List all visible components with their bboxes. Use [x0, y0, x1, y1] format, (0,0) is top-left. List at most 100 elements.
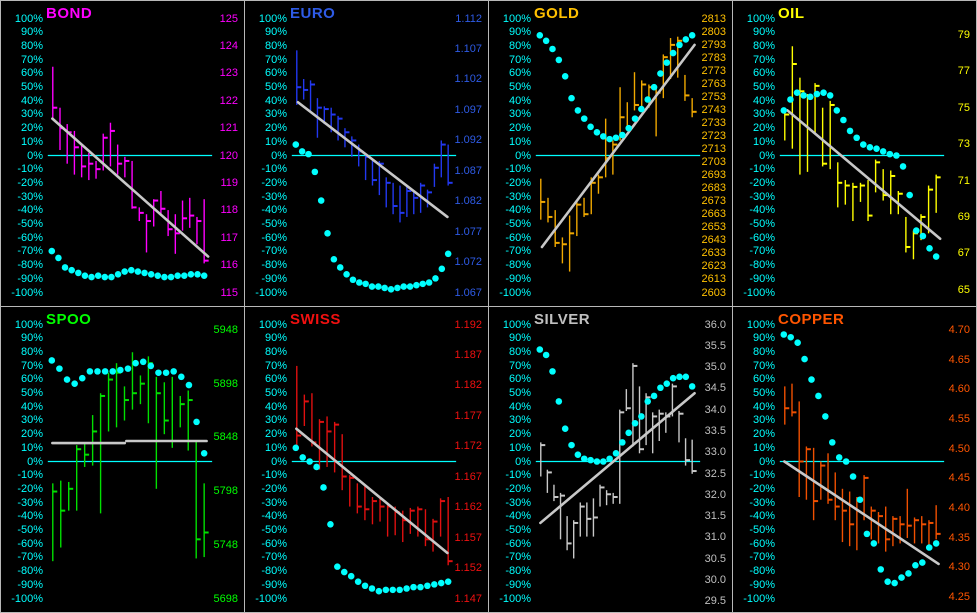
percent-axis-label: -80%: [261, 565, 287, 578]
percent-axis-label: -30%: [261, 190, 287, 203]
price-axis-label: 1.177: [454, 409, 482, 422]
plot-area-oil[interactable]: [733, 1, 976, 306]
price-axis-label: 5748: [213, 538, 238, 551]
price-axis-label: 1.162: [454, 501, 482, 514]
price-axis-label: 1.102: [454, 73, 482, 86]
chart-panel-copper: 100% 90% 80% 70% 60% 50% 40% 30% 20% 10% 0% -10% -20…: [733, 307, 977, 613]
percent-axis-label: -80%: [17, 565, 43, 578]
price-axis-label: 34.5: [704, 382, 726, 395]
price-axis-label: 1.167: [454, 470, 482, 483]
percent-axis-label: -70%: [261, 551, 287, 564]
price-axis-label: 2733: [701, 116, 726, 129]
price-axis-label: 2723: [701, 129, 726, 142]
percent-axis-label: -90%: [17, 272, 43, 285]
plot-area-gold[interactable]: [489, 1, 732, 306]
chart-panel-silver: 100% 90% 80% 70% 60% 50% 40% 30% 20% 10% 0% -10% -20…: [489, 307, 733, 613]
price-axis-label: 5848: [213, 431, 238, 444]
percent-axis-label: 40%: [20, 94, 43, 107]
percent-axis-label: -100%: [743, 286, 775, 299]
percent-axis-label: -90%: [749, 272, 775, 285]
percent-axis-label: -80%: [17, 259, 43, 272]
percent-axis-label: 50%: [508, 387, 531, 399]
percent-axis-label: -100%: [743, 592, 775, 605]
percent-axis-label: -70%: [17, 245, 43, 258]
percent-axis-label: -10%: [505, 469, 531, 482]
price-axis-label: 1.112: [455, 12, 482, 25]
price-axis-label: 2763: [701, 77, 726, 90]
price-axis-label: 1.067: [454, 286, 482, 299]
percent-axis-label: -30%: [261, 496, 287, 509]
plot-area-silver[interactable]: [489, 307, 732, 612]
ohlc-bars: [52, 66, 209, 264]
panel-title: GOLD: [534, 5, 580, 22]
percent-axis-label: -80%: [749, 259, 775, 272]
percent-axis-label: 40%: [508, 400, 531, 413]
percent-axis-label: -70%: [505, 551, 531, 564]
percent-axis-label: 50%: [752, 387, 775, 399]
percent-axis-label: 90%: [752, 332, 775, 345]
percent-axis-label: -100%: [11, 592, 43, 605]
percent-axis-label: -60%: [17, 231, 43, 244]
percent-axis-label: -100%: [499, 286, 531, 299]
price-axis-label: 4.55: [948, 413, 970, 426]
price-axis-label: 2813: [701, 12, 726, 25]
percent-axis-label: 80%: [20, 345, 43, 358]
percent-axis-label: 10%: [752, 135, 775, 148]
percent-axis-label: -20%: [749, 482, 775, 495]
percent-axis-label: 100%: [502, 12, 531, 25]
percent-axis-label: 20%: [264, 428, 287, 441]
percent-axis-label: 30%: [264, 414, 287, 427]
price-axis-label: 4.30: [948, 561, 970, 574]
price-axis-label: 2603: [701, 286, 726, 299]
plot-area-copper[interactable]: [733, 307, 976, 612]
price-axis-label: 5698: [213, 592, 238, 605]
price-axis-label: 117: [220, 231, 238, 244]
percent-axis-label: 0%: [27, 149, 43, 162]
percent-axis-label: -20%: [505, 482, 531, 495]
price-axis-label: 1.092: [454, 134, 482, 147]
percent-axis-label: -10%: [749, 163, 775, 176]
price-axis-label: 119: [220, 176, 238, 189]
plot-area-euro[interactable]: [245, 1, 488, 306]
percent-axis-label: 10%: [752, 441, 775, 454]
percent-axis-label: 10%: [264, 135, 287, 148]
plot-area-swiss[interactable]: [245, 307, 488, 612]
percent-axis-label: 20%: [508, 428, 531, 441]
price-axis-label: 124: [219, 39, 238, 52]
oscillator-dots: [536, 32, 696, 143]
price-axis-label: 2773: [701, 64, 726, 77]
price-axis-label: 2713: [701, 142, 726, 155]
oscillator-dots: [780, 89, 940, 260]
percent-axis-label: 30%: [508, 108, 531, 121]
plot-area-bond[interactable]: [1, 1, 244, 306]
percent-axis-label: 50%: [508, 81, 531, 93]
percent-axis-label: 90%: [20, 26, 43, 39]
percent-axis-label: -40%: [17, 510, 43, 523]
price-axis-label: 2613: [701, 273, 726, 286]
percent-axis-label: 40%: [264, 400, 287, 413]
panel-title: SPOO: [46, 311, 92, 328]
percent-axis-label: -30%: [505, 190, 531, 203]
price-axis-label: 2623: [701, 260, 726, 273]
chart-panel-gold: 100% 90% 80% 70% 60% 50% 40% 30% 20% 10% 0% -10% -20…: [489, 1, 733, 307]
price-axis-label: 31.0: [704, 531, 726, 544]
chart-panel-spoo: 100% 90% 80% 70% 60% 50% 40% 30% 20% 10% 0% -10% -20…: [1, 307, 245, 613]
plot-area-spoo[interactable]: [1, 307, 244, 612]
panel-title: OIL: [778, 5, 805, 22]
price-axis-label: 2683: [701, 182, 726, 195]
percent-axis-label: -30%: [17, 190, 43, 203]
percent-axis-label: -20%: [749, 176, 775, 189]
price-axis-label: 2703: [701, 156, 726, 169]
percent-axis-label: -40%: [261, 204, 287, 217]
percent-axis-label: 80%: [752, 345, 775, 358]
percent-axis-label: -20%: [17, 176, 43, 189]
trend-line: [540, 43, 696, 249]
percent-axis-label: 90%: [264, 332, 287, 345]
percent-axis-label: -80%: [261, 259, 287, 272]
percent-axis-label: -70%: [749, 551, 775, 564]
percent-axis-label: 30%: [20, 414, 43, 427]
percent-axis-label: 50%: [264, 81, 287, 93]
percent-axis-label: 100%: [746, 318, 775, 331]
percent-axis-label: 60%: [264, 373, 287, 386]
